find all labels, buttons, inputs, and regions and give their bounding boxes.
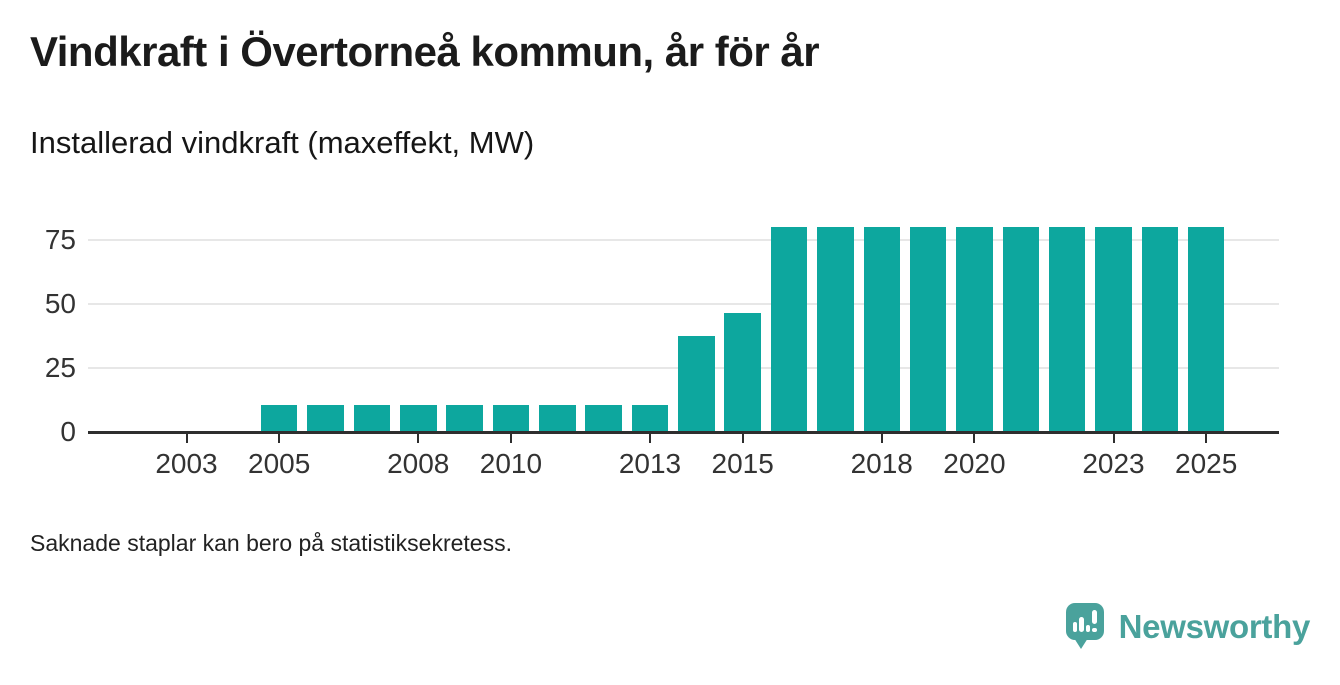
bar-2016 <box>770 226 808 432</box>
x-axis-label-2020: 2020 <box>943 448 1006 479</box>
bar-2019 <box>909 226 947 432</box>
x-axis-label-2013: 2013 <box>618 448 682 479</box>
x-axis-tick-2008 <box>417 433 420 443</box>
bar-2011 <box>539 405 576 432</box>
footnote: Saknade staplar kan bero på statistiksek… <box>30 530 512 556</box>
x-axis-tick-2020 <box>973 433 976 443</box>
bar-2009 <box>446 405 483 432</box>
x-axis-label-2008: 2008 <box>387 448 450 479</box>
gridline-75 <box>88 238 1279 241</box>
x-axis-label-2018: 2018 <box>850 448 913 479</box>
bar-2017 <box>817 226 854 432</box>
logo-bar-icon <box>1079 617 1084 632</box>
bar-2010 <box>492 405 530 432</box>
newsworthy-logo-text: Newsworthy <box>1118 608 1311 645</box>
x-axis-tick-2025 <box>1205 433 1208 443</box>
y-axis-label-50: 50 <box>44 287 76 319</box>
x-axis-label-2005: 2005 <box>248 448 311 479</box>
x-axis-tick-2013 <box>649 433 651 443</box>
y-axis-label-0: 0 <box>60 416 76 447</box>
x-axis-tick-2005 <box>278 433 281 443</box>
bar-2020 <box>956 226 993 432</box>
bar-2024 <box>1141 226 1179 432</box>
bar-2015 <box>724 312 761 432</box>
x-axis-label-2025: 2025 <box>1175 448 1238 479</box>
newsworthy-logo-icon <box>1065 603 1106 651</box>
bar-2007 <box>353 405 391 432</box>
bar-2005 <box>260 405 298 432</box>
chart-subtitle: Installerad vindkraft (maxeffekt, MW) <box>30 125 535 160</box>
y-axis-label-25: 25 <box>44 351 76 383</box>
x-axis-tick-2010 <box>509 433 512 443</box>
x-axis-tick-2003 <box>185 433 188 443</box>
bar-2013 <box>631 405 669 432</box>
x-axis-tick-2015 <box>741 433 744 443</box>
bar-2014 <box>678 335 715 432</box>
x-axis-tick-2018 <box>880 433 883 443</box>
newsworthy-logo: Newsworthy <box>1065 603 1311 651</box>
bar-2008 <box>400 405 437 432</box>
x-axis-tick-2023 <box>1112 433 1115 443</box>
bar-2018 <box>863 226 900 432</box>
bar-2022 <box>1048 226 1086 432</box>
x-axis-label-2003: 2003 <box>155 448 218 479</box>
gridline-50 <box>88 302 1279 305</box>
bar-2021 <box>1002 226 1040 432</box>
x-axis-label-2023: 2023 <box>1082 448 1145 479</box>
y-axis-label-75: 75 <box>44 223 76 255</box>
x-axis-label-2010: 2010 <box>479 448 543 479</box>
bar-2023 <box>1095 226 1132 432</box>
logo-bar-icon <box>1085 625 1091 632</box>
speech-bubble-shape <box>1065 603 1104 640</box>
chart-title: Vindkraft i Övertorneå kommun, år för år <box>30 28 820 75</box>
bar-chart: 0 25 50 75 2003 2005 2008 2010 2013 2015 2018 2020 2… <box>0 210 1340 495</box>
bar-2006 <box>307 405 344 432</box>
logo-exclamation-dot-icon <box>1092 627 1097 632</box>
bar-2025 <box>1187 226 1225 432</box>
logo-exclamation-icon <box>1092 610 1097 624</box>
bar-2012 <box>585 405 622 432</box>
logo-bar-icon <box>1072 622 1078 632</box>
x-axis-label-2015: 2015 <box>711 448 774 479</box>
speech-bubble-tail <box>1073 638 1088 649</box>
x-axis-line <box>88 430 1279 434</box>
